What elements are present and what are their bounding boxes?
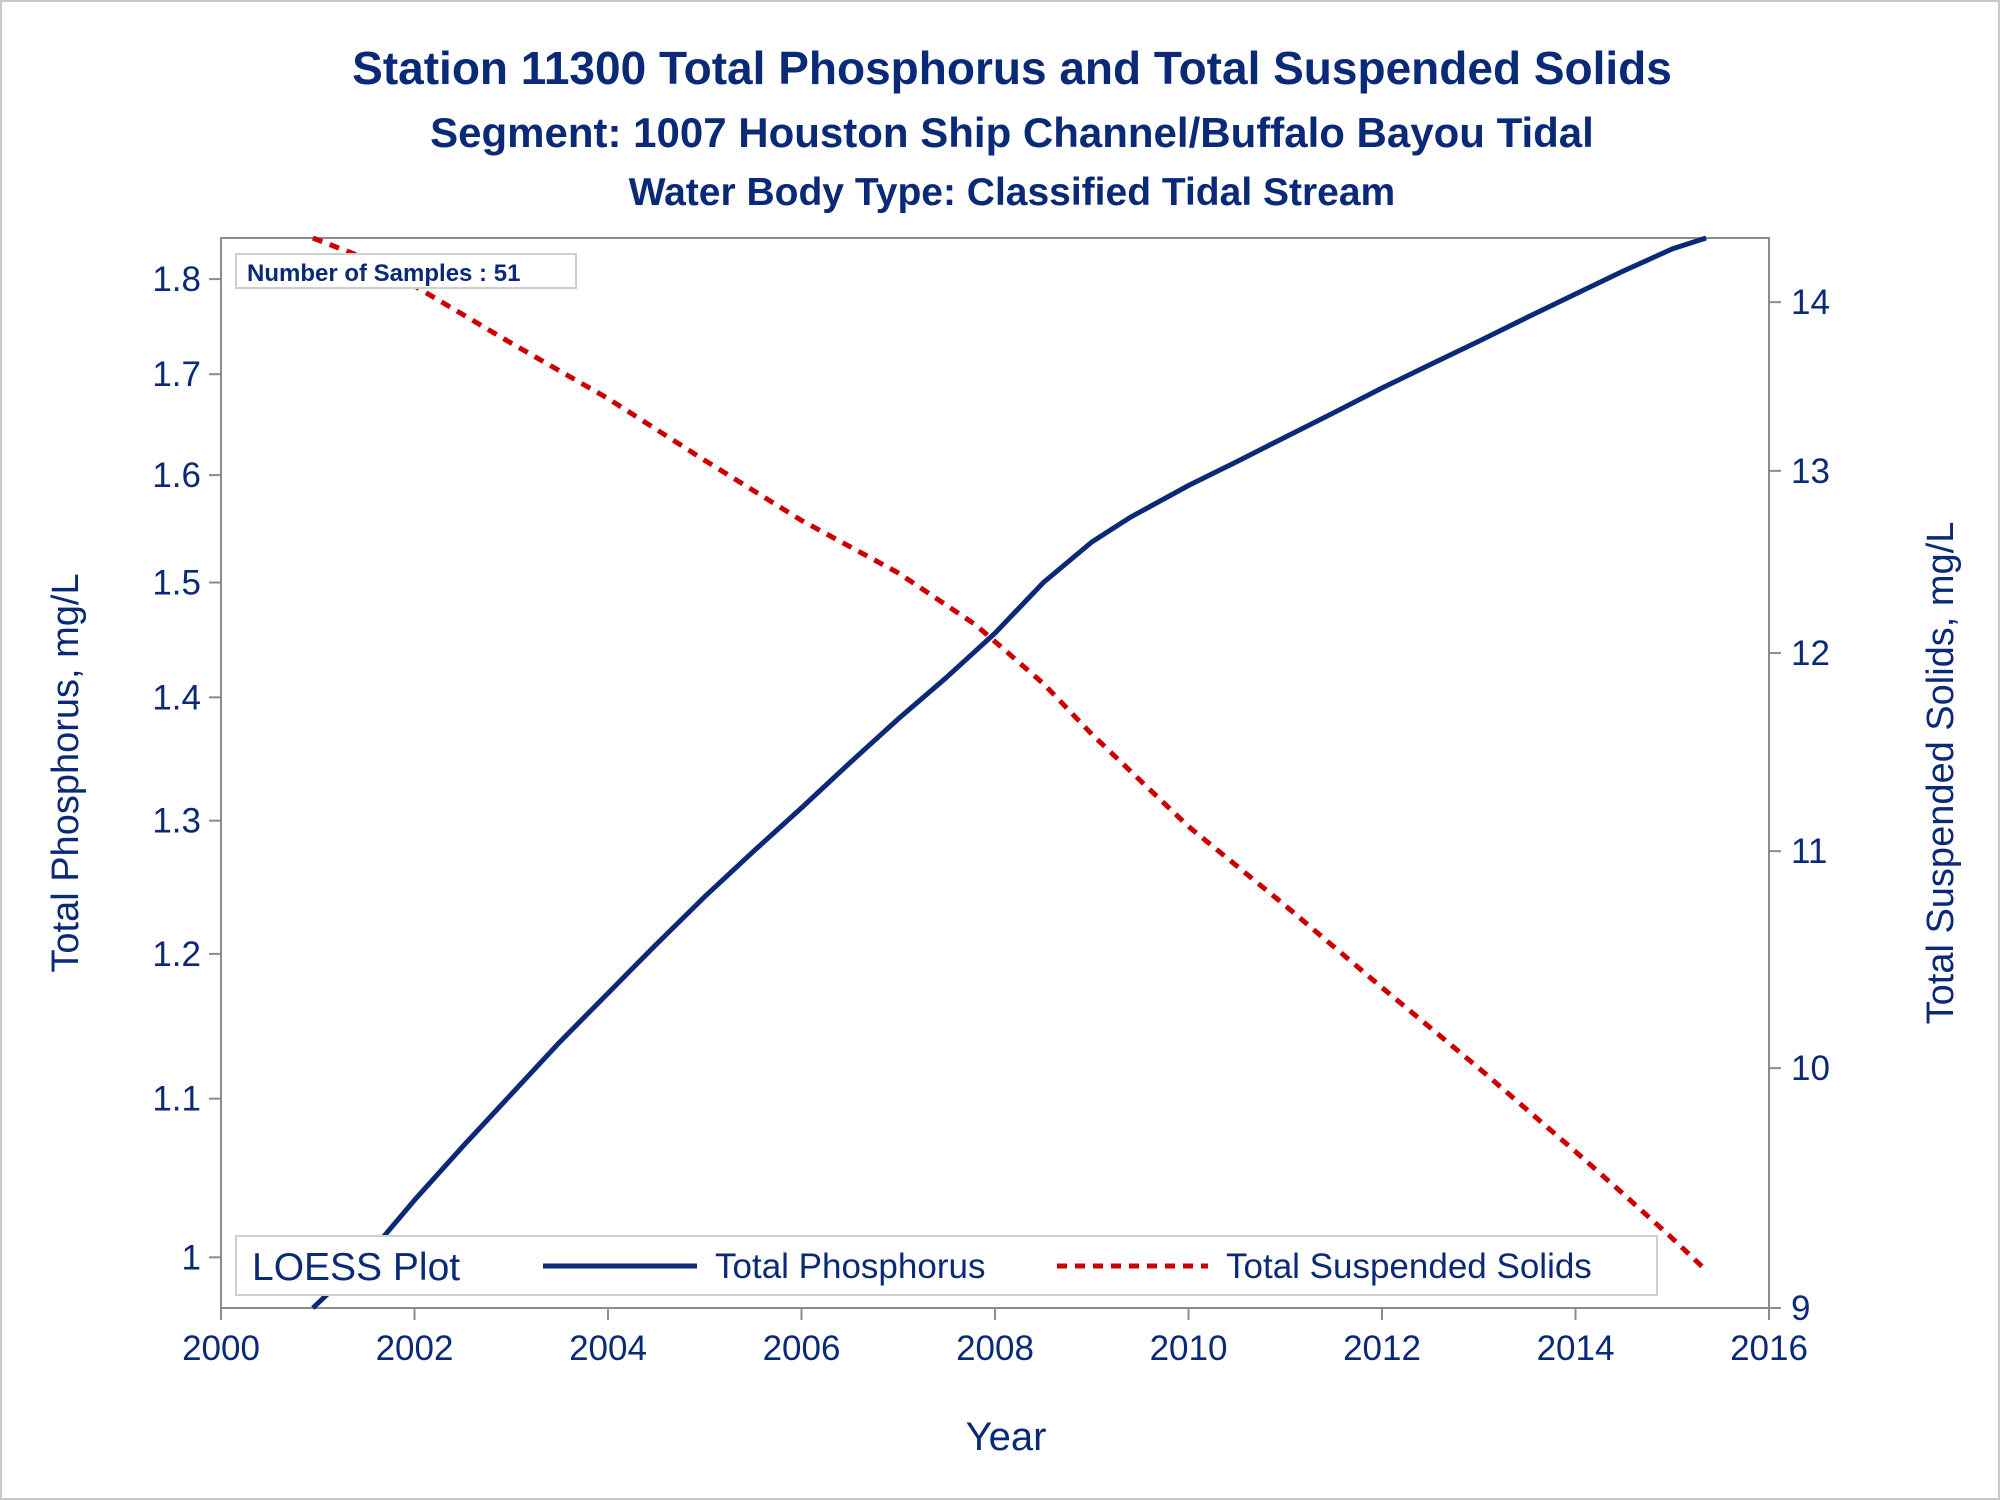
x-tick-label: 2002: [376, 1329, 454, 1368]
x-tick-label: 2000: [182, 1329, 260, 1368]
y-left-tick-label: 1.3: [152, 802, 201, 841]
y-right-tick-label: 9: [1791, 1289, 1810, 1328]
y-left-tick-label: 1.2: [152, 935, 201, 974]
y-left-tick-label: 1: [182, 1238, 201, 1277]
x-tick-label: 2012: [1343, 1329, 1421, 1368]
y-left-tick-label: 1.5: [152, 564, 201, 603]
series-layer: [311, 235, 1708, 1310]
legend-label-tss: Total Suspended Solids: [1226, 1247, 1592, 1286]
legend: LOESS Plot Total Phosphorus Total Suspen…: [235, 1235, 1658, 1296]
legend-label-phosphorus: Total Phosphorus: [715, 1247, 985, 1286]
y-axis-left-label: Total Phosphorus, mg/L: [45, 573, 87, 972]
y-right-tick-label: 11: [1791, 832, 1827, 871]
series-line-total-phosphorus: [311, 235, 1707, 1310]
y-left-tick-label: 1.8: [152, 260, 201, 299]
sample-count-annotation: Number of Samples : 51: [235, 253, 577, 289]
annotation-text: Number of Samples : 51: [247, 260, 520, 287]
y-right-tick-label: 13: [1791, 452, 1830, 491]
x-tick-label: 2016: [1730, 1329, 1808, 1368]
y-right-tick-label: 14: [1791, 283, 1830, 322]
plot-area: [220, 237, 1770, 1309]
legend-title: LOESS Plot: [252, 1246, 460, 1289]
x-axis-label: Year: [966, 1415, 1047, 1459]
x-tick-label: 2004: [569, 1329, 647, 1368]
chart-subtitle-2: Water Body Type: Classified Tidal Stream: [629, 171, 1395, 214]
y-right-tick-label: 12: [1791, 634, 1830, 673]
x-tick-label: 2008: [956, 1329, 1034, 1368]
x-tick-label: 2006: [763, 1329, 841, 1368]
chart-title: Station 11300 Total Phosphorus and Total…: [352, 42, 1672, 94]
x-axis: 2000 2002 2004 2006 2008 2010 2012 2014 2016: [182, 1308, 1808, 1368]
y-axis-right-label: Total Suspended Solids, mg/L: [1920, 522, 1962, 1025]
y-axis-right: 9 10 11 12 13 14: [1769, 283, 1830, 1328]
x-tick-label: 2014: [1537, 1329, 1615, 1368]
y-left-tick-label: 1.6: [152, 456, 201, 495]
y-axis-left: 1 1.1 1.2 1.3 1.4 1.5 1.6 1.7 1.8: [152, 260, 221, 1277]
legend-box: [235, 1235, 1658, 1296]
y-left-tick-label: 1.7: [152, 355, 201, 394]
annotation-box: [235, 253, 577, 289]
x-tick-label: 2010: [1150, 1329, 1228, 1368]
y-right-tick-label: 10: [1791, 1049, 1830, 1088]
chart-subtitle: Segment: 1007 Houston Ship Channel/Buffa…: [430, 109, 1594, 156]
series-line-total-suspended-solids: [311, 235, 1708, 1273]
y-left-tick-label: 1.4: [152, 678, 201, 717]
y-left-tick-label: 1.1: [152, 1080, 201, 1119]
